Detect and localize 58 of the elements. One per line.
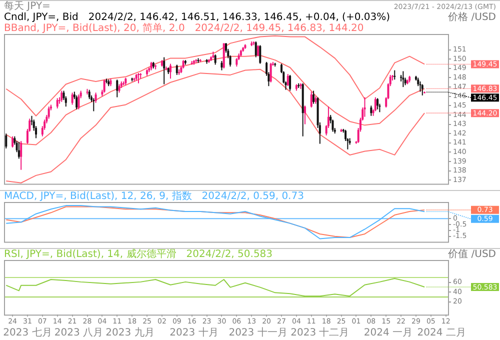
candlestick [103, 79, 106, 94]
x2-tick-label: 2024 二月 [417, 328, 466, 339]
y-axis-title: 价值 /USD [447, 248, 496, 260]
candlestick [254, 40, 257, 58]
candlestick [374, 96, 376, 112]
annotation: 2024/2/2, 50.583 [186, 249, 273, 260]
candlestick [170, 63, 172, 80]
candlestick [78, 94, 80, 110]
annotation: BBand, JPY=, Bid(Last), 20, 简单, 2.0 [4, 22, 185, 34]
candlestick [286, 74, 289, 87]
candlestick [60, 90, 63, 102]
x2-tick-label: 2023 十月 [170, 326, 218, 339]
candlestick [56, 98, 58, 109]
y-axis-title: 价格 /USD [447, 11, 496, 23]
chart-title: 每天 JPY= [4, 0, 50, 12]
candlestick [116, 79, 118, 98]
x2-tick-label: 2023 七月 [3, 326, 52, 339]
candlestick [376, 98, 379, 110]
candlestick [419, 80, 422, 92]
candlestick [220, 60, 223, 71]
candlestick [88, 89, 90, 100]
candlestick [370, 105, 372, 116]
candlestick [92, 98, 95, 112]
candlestick [270, 62, 272, 83]
candlestick [5, 133, 8, 149]
annotation: MACD, JPY=, Bid(Last), 12, 26, 9, 指数 [4, 190, 192, 202]
candlestick [18, 141, 20, 160]
x2-tick-label: 2023 九月 [106, 326, 154, 339]
candlestick [71, 92, 74, 106]
candlestick [289, 74, 292, 92]
x2-tick-label: 2024 一月 [364, 328, 413, 339]
candlestick [332, 119, 334, 132]
text: Cndl, JPY=, Bid [4, 12, 78, 23]
x2-tick-label: 2023 十一月 [228, 326, 288, 339]
annotation: 2024/2/2, 149.45, 146.83, 144.20 [194, 23, 364, 34]
candlestick [257, 44, 260, 57]
candlestick [394, 70, 396, 80]
candlestick [20, 140, 22, 170]
candlestick [94, 92, 97, 104]
candlestick [421, 84, 424, 96]
candlestick [364, 96, 366, 118]
candlestick [48, 106, 50, 120]
annotation: RSI, JPY=, Bid(Last), 14, 威尔德平滑 [4, 248, 176, 260]
candlestick [12, 136, 14, 148]
x2-tick-label: 2023 八月 [54, 328, 104, 339]
text: 2024/2/2, 146.42, 146.51, 146.33, 146.45, +0.04, (+0.03%) [88, 12, 390, 23]
candlestick [310, 91, 312, 108]
annotation: 2024/2/2, 0.59, 0.73 [202, 191, 304, 202]
candlestick [259, 44, 262, 64]
candlestick [137, 72, 140, 84]
candlestick [176, 64, 178, 76]
candlestick [402, 70, 404, 88]
candlestick [214, 54, 216, 66]
candlestick [163, 56, 166, 85]
candlestick [76, 94, 78, 110]
candlestick [304, 105, 306, 125]
x2-tick-label: 2023 十二月 [290, 326, 350, 339]
candlestick [312, 90, 315, 104]
